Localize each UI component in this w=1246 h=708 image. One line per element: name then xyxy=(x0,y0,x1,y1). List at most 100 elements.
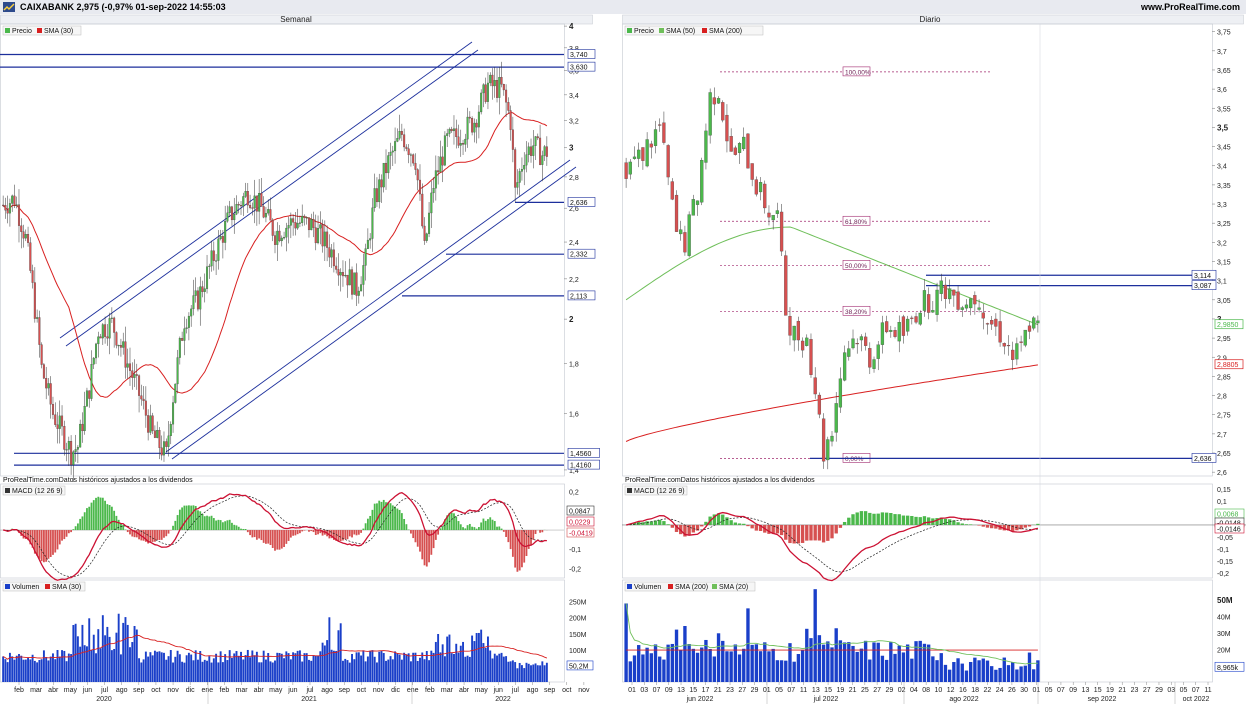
weekly-candle xyxy=(303,215,306,218)
weekly-volume-bar xyxy=(305,653,308,682)
weekly-candle xyxy=(396,138,399,142)
weekly-candle xyxy=(160,447,163,456)
weekly-candle xyxy=(63,426,66,450)
weekly-volume-bar xyxy=(391,659,394,682)
weekly-candle xyxy=(99,336,102,339)
daily-candle xyxy=(679,229,683,235)
daily-volume-bar xyxy=(973,657,977,682)
daily-macd-bar xyxy=(897,514,901,525)
weekly-candle xyxy=(518,171,521,183)
weekly-macd-bar xyxy=(183,505,186,531)
weekly-macd-bar xyxy=(104,500,106,531)
daily-macd-bar xyxy=(947,519,952,525)
daily-candle xyxy=(901,316,906,336)
weekly-macd-bar xyxy=(430,530,433,555)
weekly-candle xyxy=(246,190,249,206)
weekly-candle xyxy=(38,317,41,345)
weekly-macd-bar xyxy=(357,530,360,535)
weekly-macd-bar xyxy=(265,530,267,544)
weekly-volume-bar xyxy=(29,659,32,682)
weekly-macd-bar xyxy=(444,519,446,531)
daily-macd-tick: -0,15 xyxy=(1217,559,1233,566)
daily-macd-bar xyxy=(716,513,721,525)
weekly-volume-bar xyxy=(493,653,496,682)
weekly-x-tick-label: ago xyxy=(321,687,333,694)
weekly-volume-bar xyxy=(206,660,208,682)
weekly-volume-bar xyxy=(47,660,50,682)
daily-volume-bar xyxy=(1015,669,1019,682)
weekly-volume-bar xyxy=(527,663,530,682)
site-link[interactable]: www.ProRealTime.com xyxy=(1140,2,1240,12)
weekly-macd-bar xyxy=(242,528,245,531)
weekly-volume-bar xyxy=(165,659,168,682)
weekly-level-label: 2,332 xyxy=(570,252,588,259)
weekly-candle xyxy=(385,162,388,174)
weekly-candle xyxy=(101,324,104,339)
daily-x-tick-label: 15 xyxy=(1094,687,1102,694)
daily-volume-bar xyxy=(977,660,981,682)
daily-macd-bar xyxy=(1023,524,1027,528)
weekly-candle xyxy=(147,415,150,433)
weekly-macd-bar xyxy=(373,503,376,531)
weekly-macd-bar xyxy=(466,525,469,531)
weekly-macd-bar xyxy=(27,530,29,541)
weekly-macd-bar xyxy=(328,530,331,539)
weekly-volume-bar xyxy=(237,655,240,682)
weekly-volume-bar xyxy=(310,660,313,682)
weekly-candle xyxy=(457,136,460,146)
daily-candle xyxy=(725,114,729,142)
weekly-candle xyxy=(366,239,369,249)
daily-volume-bar xyxy=(914,641,918,682)
weekly-macd-bar xyxy=(471,526,474,531)
daily-fibonacci: 100,00% 61,80% 50,00% 38,20% 0,00% xyxy=(720,66,1212,463)
weekly-candle xyxy=(423,225,426,241)
weekly-volume-bar xyxy=(439,652,442,682)
daily-volume-bar xyxy=(763,642,767,682)
weekly-macd-bar xyxy=(280,530,283,549)
weekly-candle xyxy=(382,162,385,188)
weekly-macd-bar xyxy=(505,530,507,537)
weekly-macd-bar xyxy=(292,530,295,536)
weekly-macd-bar xyxy=(437,530,440,535)
daily-candle xyxy=(641,147,645,161)
daily-volume-bar xyxy=(952,662,956,682)
weekly-candle xyxy=(437,170,440,173)
daily-volume-bar xyxy=(943,664,948,682)
weekly-volume-bar xyxy=(151,655,154,682)
weekly-volume-bar xyxy=(58,656,61,682)
daily-macd-bar xyxy=(926,517,931,525)
weekly-volume-bar xyxy=(298,650,301,682)
weekly-volume-bar xyxy=(394,651,397,682)
weekly-volume-bar xyxy=(15,655,18,682)
daily-macd-bar xyxy=(653,520,658,525)
weekly-macd-bar xyxy=(249,530,251,536)
daily-candle xyxy=(914,316,918,323)
weekly-volume-bar xyxy=(158,651,161,682)
weekly-candle xyxy=(185,327,188,329)
weekly-volume-bar xyxy=(457,652,460,682)
weekly-volume-bar xyxy=(332,650,335,682)
daily-x-tick-label: 11 xyxy=(1204,687,1211,694)
weekly-x-tick-label: dic xyxy=(391,687,400,694)
weekly-volume-bar xyxy=(172,662,175,682)
weekly-volume-bar xyxy=(278,653,281,682)
weekly-candle xyxy=(210,250,213,267)
weekly-macd-bar xyxy=(176,515,179,531)
daily-candle xyxy=(973,295,977,305)
chart-area[interactable]: Semanal Diario Precio SMA (30) Precio SM… xyxy=(0,14,1246,708)
weekly-macd-bar xyxy=(253,530,256,538)
weekly-volume-bar xyxy=(31,654,34,682)
daily-x-tick-label: 12 xyxy=(947,687,955,694)
daily-volume-bar xyxy=(855,651,859,682)
weekly-macd-bar xyxy=(507,530,510,543)
weekly-volume-bar xyxy=(76,636,79,682)
weekly-macd-bar xyxy=(194,505,197,531)
weekly-macd-bar xyxy=(477,527,480,531)
daily-volume-bar xyxy=(754,644,759,682)
weekly-level-box xyxy=(567,197,596,207)
weekly-x-tick-label: ene xyxy=(407,687,419,694)
weekly-macd-bar xyxy=(394,506,396,531)
daily-candle xyxy=(666,145,670,178)
daily-candle xyxy=(906,318,910,332)
weekly-volume-bar xyxy=(224,654,227,682)
